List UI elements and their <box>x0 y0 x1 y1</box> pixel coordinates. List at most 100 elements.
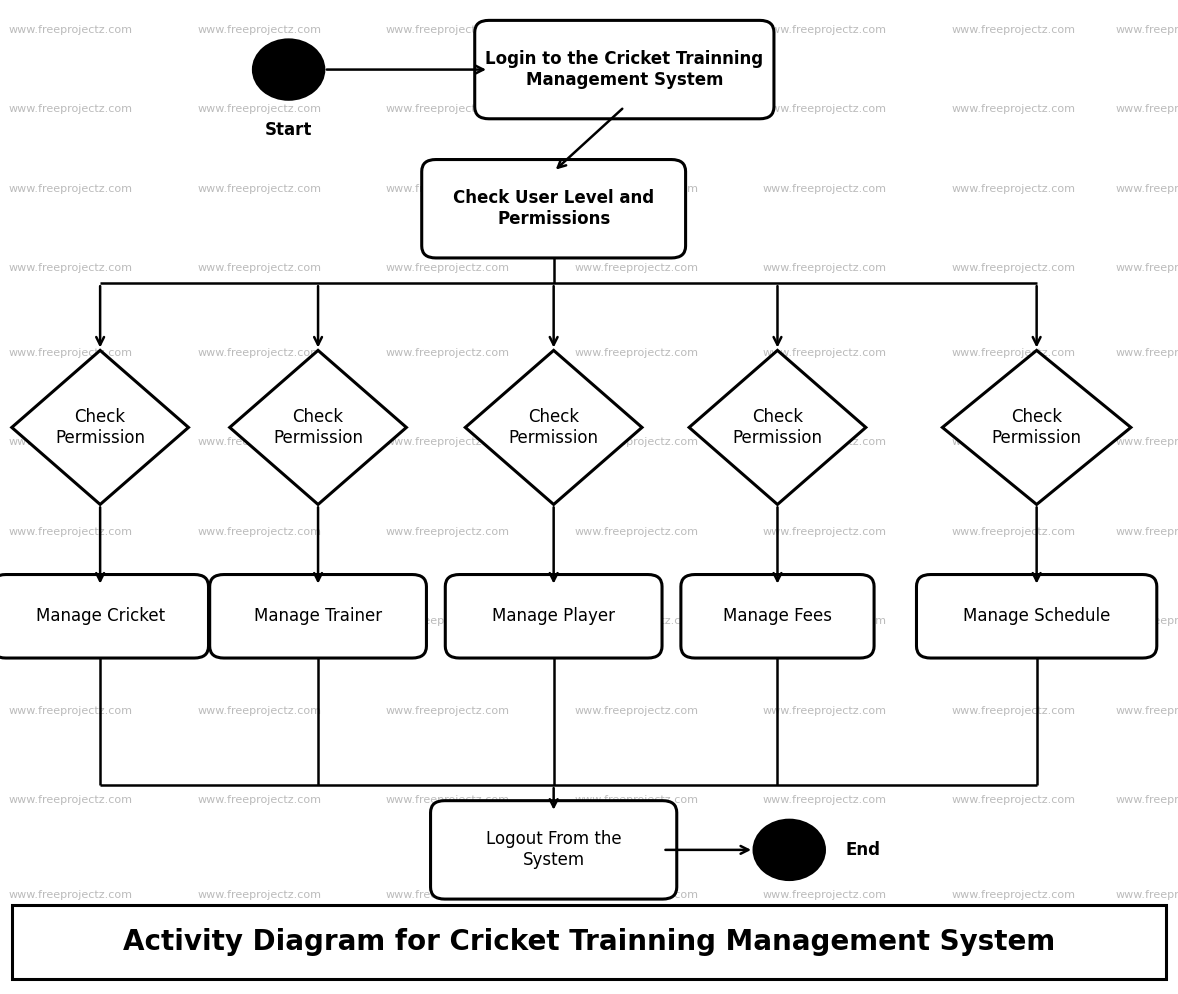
Text: Manage Cricket: Manage Cricket <box>35 607 165 625</box>
Text: www.freeprojectz.com: www.freeprojectz.com <box>574 348 699 358</box>
Text: www.freeprojectz.com: www.freeprojectz.com <box>8 104 133 114</box>
Text: www.freeprojectz.com: www.freeprojectz.com <box>197 795 322 805</box>
Text: www.freeprojectz.com: www.freeprojectz.com <box>1116 348 1178 358</box>
Text: Check
Permission: Check Permission <box>733 408 822 447</box>
Text: www.freeprojectz.com: www.freeprojectz.com <box>951 890 1076 900</box>
Text: Manage Schedule: Manage Schedule <box>962 607 1111 625</box>
Text: www.freeprojectz.com: www.freeprojectz.com <box>1116 527 1178 537</box>
Text: www.freeprojectz.com: www.freeprojectz.com <box>197 616 322 626</box>
Text: www.freeprojectz.com: www.freeprojectz.com <box>385 25 510 35</box>
Text: www.freeprojectz.com: www.freeprojectz.com <box>8 184 133 194</box>
Text: www.freeprojectz.com: www.freeprojectz.com <box>197 706 322 716</box>
Text: www.freeprojectz.com: www.freeprojectz.com <box>951 527 1076 537</box>
Text: www.freeprojectz.com: www.freeprojectz.com <box>385 616 510 626</box>
Text: www.freeprojectz.com: www.freeprojectz.com <box>574 795 699 805</box>
Text: Manage Trainer: Manage Trainer <box>254 607 382 625</box>
Text: www.freeprojectz.com: www.freeprojectz.com <box>574 527 699 537</box>
Text: www.freeprojectz.com: www.freeprojectz.com <box>8 616 133 626</box>
Text: www.freeprojectz.com: www.freeprojectz.com <box>1116 706 1178 716</box>
Text: Check
Permission: Check Permission <box>55 408 145 447</box>
FancyBboxPatch shape <box>422 159 686 257</box>
Text: Check
Permission: Check Permission <box>992 408 1081 447</box>
Text: www.freeprojectz.com: www.freeprojectz.com <box>385 437 510 447</box>
Text: www.freeprojectz.com: www.freeprojectz.com <box>197 263 322 273</box>
Text: Check
Permission: Check Permission <box>273 408 363 447</box>
Text: www.freeprojectz.com: www.freeprojectz.com <box>762 706 887 716</box>
Text: www.freeprojectz.com: www.freeprojectz.com <box>8 437 133 447</box>
FancyBboxPatch shape <box>475 20 774 118</box>
Text: Manage Fees: Manage Fees <box>723 607 832 625</box>
Polygon shape <box>465 350 642 505</box>
Text: End: End <box>846 841 881 859</box>
Polygon shape <box>12 350 188 505</box>
Text: www.freeprojectz.com: www.freeprojectz.com <box>1116 437 1178 447</box>
FancyBboxPatch shape <box>12 905 1166 979</box>
Text: www.freeprojectz.com: www.freeprojectz.com <box>197 184 322 194</box>
Text: www.freeprojectz.com: www.freeprojectz.com <box>197 25 322 35</box>
Text: www.freeprojectz.com: www.freeprojectz.com <box>385 184 510 194</box>
Text: Manage Player: Manage Player <box>492 607 615 625</box>
FancyBboxPatch shape <box>916 575 1157 658</box>
Text: www.freeprojectz.com: www.freeprojectz.com <box>951 184 1076 194</box>
Text: www.freeprojectz.com: www.freeprojectz.com <box>1116 795 1178 805</box>
Text: www.freeprojectz.com: www.freeprojectz.com <box>762 616 887 626</box>
Text: www.freeprojectz.com: www.freeprojectz.com <box>385 263 510 273</box>
Text: www.freeprojectz.com: www.freeprojectz.com <box>951 795 1076 805</box>
Text: www.freeprojectz.com: www.freeprojectz.com <box>574 706 699 716</box>
Text: www.freeprojectz.com: www.freeprojectz.com <box>574 104 699 114</box>
FancyBboxPatch shape <box>0 575 209 658</box>
Circle shape <box>754 820 825 880</box>
Text: www.freeprojectz.com: www.freeprojectz.com <box>1116 25 1178 35</box>
Text: Logout From the
System: Logout From the System <box>485 830 622 870</box>
Text: www.freeprojectz.com: www.freeprojectz.com <box>951 104 1076 114</box>
FancyBboxPatch shape <box>681 575 874 658</box>
Text: www.freeprojectz.com: www.freeprojectz.com <box>197 437 322 447</box>
Text: www.freeprojectz.com: www.freeprojectz.com <box>762 263 887 273</box>
Text: www.freeprojectz.com: www.freeprojectz.com <box>8 527 133 537</box>
Text: www.freeprojectz.com: www.freeprojectz.com <box>951 348 1076 358</box>
Text: www.freeprojectz.com: www.freeprojectz.com <box>197 348 322 358</box>
Text: Check User Level and
Permissions: Check User Level and Permissions <box>454 189 654 229</box>
Text: Start: Start <box>265 121 312 139</box>
Text: Activity Diagram for Cricket Trainning Management System: Activity Diagram for Cricket Trainning M… <box>123 927 1055 956</box>
Polygon shape <box>942 350 1131 505</box>
FancyBboxPatch shape <box>445 575 662 658</box>
Text: www.freeprojectz.com: www.freeprojectz.com <box>385 104 510 114</box>
Text: www.freeprojectz.com: www.freeprojectz.com <box>951 25 1076 35</box>
Text: www.freeprojectz.com: www.freeprojectz.com <box>762 795 887 805</box>
Text: www.freeprojectz.com: www.freeprojectz.com <box>762 104 887 114</box>
Text: www.freeprojectz.com: www.freeprojectz.com <box>574 890 699 900</box>
Text: www.freeprojectz.com: www.freeprojectz.com <box>762 348 887 358</box>
Text: www.freeprojectz.com: www.freeprojectz.com <box>197 104 322 114</box>
Text: www.freeprojectz.com: www.freeprojectz.com <box>385 348 510 358</box>
Text: www.freeprojectz.com: www.freeprojectz.com <box>762 184 887 194</box>
Text: www.freeprojectz.com: www.freeprojectz.com <box>951 437 1076 447</box>
Text: www.freeprojectz.com: www.freeprojectz.com <box>951 263 1076 273</box>
Text: www.freeprojectz.com: www.freeprojectz.com <box>385 890 510 900</box>
Text: www.freeprojectz.com: www.freeprojectz.com <box>574 184 699 194</box>
Text: www.freeprojectz.com: www.freeprojectz.com <box>574 437 699 447</box>
Text: Check
Permission: Check Permission <box>509 408 598 447</box>
Text: www.freeprojectz.com: www.freeprojectz.com <box>574 25 699 35</box>
Circle shape <box>253 40 324 99</box>
Text: www.freeprojectz.com: www.freeprojectz.com <box>385 795 510 805</box>
Text: www.freeprojectz.com: www.freeprojectz.com <box>197 890 322 900</box>
Text: www.freeprojectz.com: www.freeprojectz.com <box>8 795 133 805</box>
Text: www.freeprojectz.com: www.freeprojectz.com <box>762 437 887 447</box>
Text: www.freeprojectz.com: www.freeprojectz.com <box>951 706 1076 716</box>
Text: www.freeprojectz.com: www.freeprojectz.com <box>574 263 699 273</box>
Text: www.freeprojectz.com: www.freeprojectz.com <box>951 616 1076 626</box>
Text: www.freeprojectz.com: www.freeprojectz.com <box>8 25 133 35</box>
Polygon shape <box>689 350 866 505</box>
Text: www.freeprojectz.com: www.freeprojectz.com <box>1116 104 1178 114</box>
Text: www.freeprojectz.com: www.freeprojectz.com <box>8 348 133 358</box>
Text: www.freeprojectz.com: www.freeprojectz.com <box>762 25 887 35</box>
Text: www.freeprojectz.com: www.freeprojectz.com <box>197 527 322 537</box>
Text: www.freeprojectz.com: www.freeprojectz.com <box>385 527 510 537</box>
Polygon shape <box>230 350 406 505</box>
Text: www.freeprojectz.com: www.freeprojectz.com <box>1116 890 1178 900</box>
Text: Login to the Cricket Trainning
Management System: Login to the Cricket Trainning Managemen… <box>485 50 763 89</box>
Text: www.freeprojectz.com: www.freeprojectz.com <box>574 616 699 626</box>
Text: www.freeprojectz.com: www.freeprojectz.com <box>8 263 133 273</box>
FancyBboxPatch shape <box>210 575 426 658</box>
